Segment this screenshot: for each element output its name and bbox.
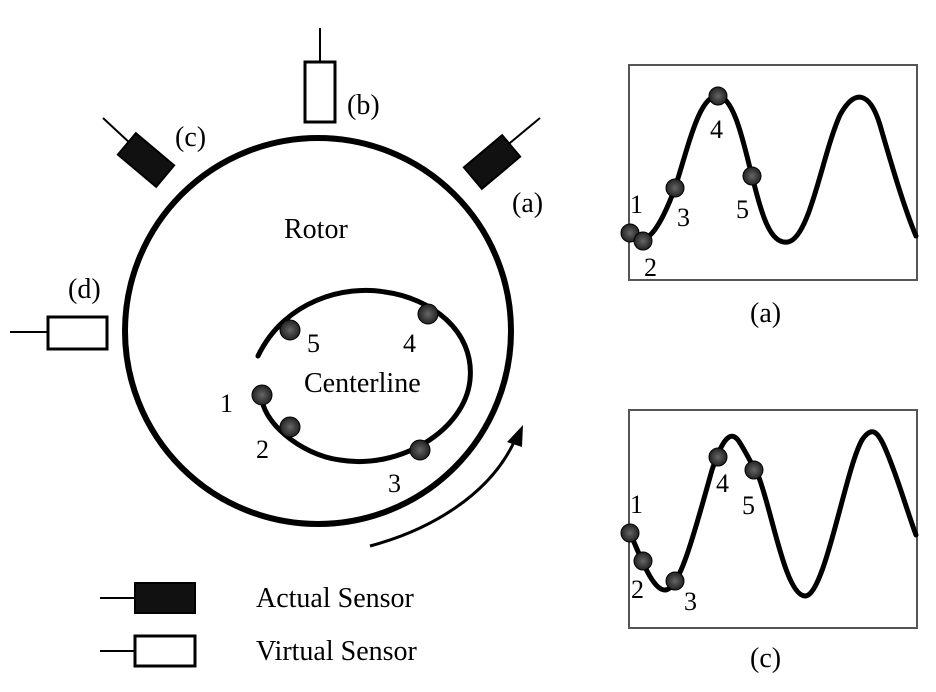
centerline-point-5-label: 5	[307, 329, 320, 358]
rotor-label: Rotor	[284, 214, 348, 245]
legend: Actual Sensor Virtual Sensor	[100, 582, 418, 668]
legend-virtual-label: Virtual Sensor	[256, 636, 418, 667]
centerline-point-4-label: 4	[403, 329, 416, 358]
centerline-path	[255, 287, 473, 464]
panel-a-point-5	[742, 166, 762, 186]
centerline-point-5: 5	[279, 319, 320, 358]
panel-c-waveform	[627, 429, 919, 599]
panel-a-caption: (a)	[750, 298, 781, 329]
panel-c-point-4-label: 4	[716, 469, 729, 498]
panel-c-caption: (c)	[750, 643, 781, 674]
sensor-d: (d)	[10, 274, 109, 351]
sensor-b-label: (b)	[347, 90, 380, 121]
sensor-b: (b)	[303, 28, 380, 124]
sensor-a-label: (a)	[512, 188, 543, 219]
panel-a-point-2-label: 2	[644, 253, 657, 282]
centerline-point-1: 1	[220, 384, 273, 418]
panel-c: 1 2 3 4 5 (c)	[620, 409, 919, 674]
rotation-arrowhead	[507, 425, 523, 447]
centerline-point-2-label: 2	[256, 435, 269, 464]
panel-c-point-1	[620, 523, 640, 543]
panel-c-point-5	[744, 460, 764, 480]
rotor-circle	[122, 135, 514, 527]
panel-a: 1 2 3 4 5 (a)	[620, 64, 919, 329]
legend-actual: Actual Sensor	[100, 582, 415, 614]
sensor-c-label: (c)	[175, 122, 206, 153]
legend-virtual: Virtual Sensor	[100, 634, 418, 668]
panel-c-point-3	[665, 571, 685, 591]
rotation-arrow	[369, 439, 517, 548]
panel-c-point-5-label: 5	[742, 491, 755, 520]
panel-c-point-3-label: 3	[684, 587, 697, 616]
panel-a-point-4	[708, 86, 728, 106]
centerline-point-2: 2	[256, 416, 301, 464]
sensor-a: (a)	[462, 117, 543, 219]
sensor-c: (c)	[102, 117, 206, 189]
panel-c-point-2	[633, 551, 653, 571]
panel-a-frame	[628, 64, 918, 281]
centerline-point-4: 4	[403, 303, 439, 358]
panel-a-point-3	[665, 178, 685, 198]
centerline-point-1-label: 1	[220, 389, 233, 418]
panel-a-waveform	[627, 93, 919, 245]
panel-c-point-1-label: 1	[630, 490, 643, 519]
legend-actual-label: Actual Sensor	[256, 583, 415, 614]
centerline-label: Centerline	[304, 368, 421, 399]
centerline-point-3-label: 3	[388, 469, 401, 498]
panel-a-point-3-label: 3	[677, 203, 690, 232]
panel-c-point-2-label: 2	[631, 575, 644, 604]
panel-a-point-4-label: 4	[710, 115, 723, 144]
panel-a-point-2	[633, 231, 653, 251]
centerline-point-3: 3	[388, 439, 431, 498]
panel-a-point-1-label: 1	[630, 190, 643, 219]
panel-a-point-5-label: 5	[736, 195, 749, 224]
sensor-d-label: (d)	[68, 274, 101, 305]
panel-c-point-4	[708, 447, 728, 467]
